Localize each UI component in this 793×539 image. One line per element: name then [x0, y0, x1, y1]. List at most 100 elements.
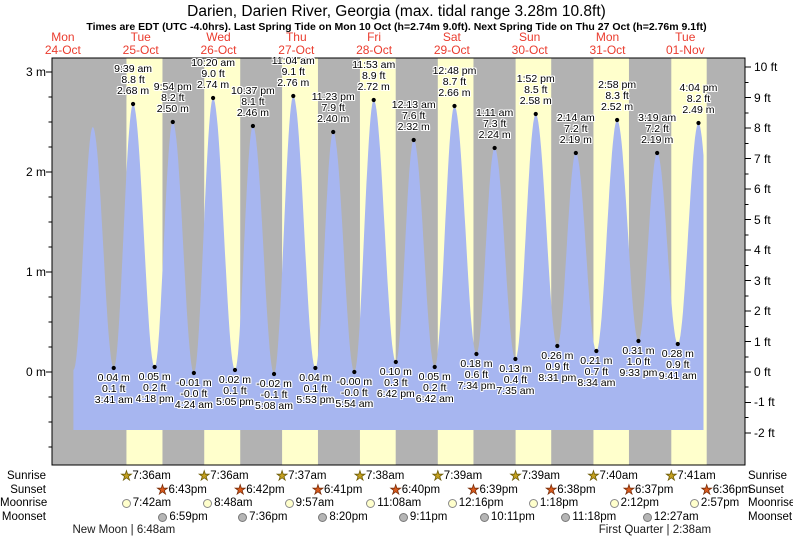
tide-extreme-dot: [594, 348, 599, 354]
tide-label-line: 2.32 m: [397, 121, 430, 133]
astro-event-time: 6:38pm: [557, 483, 596, 496]
astro-event-time: 2:57pm: [700, 497, 740, 509]
moonrise-circle-icon: [366, 499, 376, 508]
tide-label-line: 7:35 am: [496, 385, 535, 397]
astro-event-time: 7:39am: [521, 470, 560, 482]
moonrise-circle-icon: [121, 499, 131, 508]
tide-label-line: 2:58 pm: [598, 79, 637, 91]
tide-extreme-dot: [474, 351, 479, 357]
page-title: Darien, Darien River, Georgia (max. tida…: [187, 3, 606, 20]
moonset-circle-icon: [561, 512, 571, 522]
high-tide-label: 11:23 pm 7.9 ft 2.40 m: [312, 92, 355, 125]
tide-label-line: 7.2 ft: [564, 123, 588, 135]
high-tide-label: 9:54 pm 8.2 ft 2.50 m: [154, 82, 192, 115]
tide-label-line: 0.7 ft: [584, 366, 609, 378]
tide-extreme-dot: [513, 356, 518, 362]
day-of-week: Sun: [519, 30, 541, 44]
sunrise-star-icon: ★: [509, 468, 522, 483]
tide-extreme-dot: [331, 129, 336, 135]
astro-event-time: 7:42am: [132, 497, 172, 509]
ft-axis-label: 2 ft: [754, 304, 771, 319]
tide-label-line: 2.58 m: [519, 95, 552, 107]
tide-extreme-dot: [432, 364, 437, 370]
sunrise-star-icon: ★: [665, 468, 678, 483]
day-of-week: Thu: [285, 30, 307, 44]
tide-label-line: 0.04 m: [97, 372, 130, 384]
day-of-week: Mon: [51, 30, 75, 44]
astro-event-time: 6:37pm: [634, 483, 674, 496]
tide-label-line: 9:33 pm: [619, 367, 658, 379]
tide-extreme-dot: [232, 367, 238, 373]
astro-event-time: 6:41pm: [323, 483, 363, 496]
tide-label-line: 4:04 pm: [679, 82, 718, 94]
tide-extreme-dot: [152, 364, 157, 370]
tide-label-line: 12:13 am: [391, 99, 436, 111]
tide-extreme-dot: [636, 338, 641, 344]
moonrise-circle-icon: [203, 499, 213, 508]
astro-event-time: 9:11pm: [409, 510, 448, 523]
high-tide-label: 12:13 am 7.6 ft 2.32 m: [392, 100, 436, 133]
high-tide-label: 11:53 am 8.9 ft 2.72 m: [352, 60, 395, 93]
tide-extreme-dot: [250, 123, 256, 129]
tide-label-line: 2.19 m: [559, 134, 592, 146]
tide-label-line: 5:08 am: [255, 400, 294, 412]
tide-extreme-dot: [130, 101, 136, 107]
sunset-star-icon: ★: [156, 481, 169, 497]
tide-label-line: -0.00 m: [336, 376, 373, 388]
tide-label-line: 0.9 ft: [666, 359, 690, 371]
sunrise-star-icon: ★: [354, 468, 366, 483]
tide-label-line: 10:20 am: [191, 57, 235, 69]
tide-label-line: 4:24 am: [174, 399, 213, 411]
tide-label-line: -0.01 m: [176, 377, 212, 389]
ft-axis-label: 8 ft: [754, 121, 771, 136]
sunrise-star-icon: ★: [120, 468, 133, 483]
m-axis-label: 3 m: [25, 65, 46, 79]
day-date: 28-Oct: [356, 42, 393, 57]
m-axis-label: 2 m: [25, 165, 46, 179]
tide-label-line: 8.9 ft: [362, 70, 386, 82]
high-tide-label: 1:11 am 7.3 ft 2.24 m: [476, 108, 513, 141]
tide-label-line: 7.2 ft: [645, 123, 669, 135]
tide-extreme-dot: [615, 117, 620, 123]
tide-label-line: 0.04 m: [299, 372, 332, 384]
low-tide-label: 0.04 m 0.1 ft 5:53 pm: [296, 373, 334, 406]
astro-event-time: 7:38am: [365, 470, 405, 482]
high-tide-label: 2:58 pm 8.3 ft 2.52 m: [598, 80, 636, 113]
tide-label-line: -0.0 ft: [340, 387, 368, 399]
day-date: 29-Oct: [433, 42, 470, 57]
low-tide-label: 0.26 m 0.9 ft 8:31 pm: [538, 351, 576, 384]
tide-label-line: 0.28 m: [661, 348, 694, 360]
tide-label-line: 0.1 ft: [102, 383, 126, 395]
tide-label-line: 0.31 m: [622, 345, 655, 357]
high-tide-label: 2:14 am 7.2 ft 2.19 m: [557, 113, 595, 146]
tide-label-line: 0.6 ft: [464, 369, 489, 381]
tide-label-line: 0.26 m: [541, 350, 574, 362]
tide-extreme-dot: [696, 120, 701, 126]
ft-axis-label: -2 ft: [754, 425, 775, 440]
tide-label-line: 0.4 ft: [503, 374, 528, 386]
tide-extreme-dot: [170, 119, 175, 125]
ft-axis-label: 10 ft: [754, 60, 778, 75]
astro-event-time: 7:41am: [677, 470, 716, 482]
tide-label-line: 9:54 pm: [153, 81, 192, 93]
tide-label-line: 0.21 m: [580, 355, 613, 367]
astro-event-time: 7:39am: [443, 470, 483, 482]
moonset-circle-icon: [238, 512, 248, 522]
tide-label-line: 2.46 m: [236, 107, 269, 119]
tide-label-line: 5:53 pm: [296, 394, 335, 406]
tide-label-line: 3:41 am: [94, 394, 133, 406]
day-label: Tue 01-Nov: [666, 31, 705, 56]
tide-label-line: 2.40 m: [317, 113, 350, 125]
day-date: 24-Oct: [44, 42, 81, 57]
day-date: 01-Nov: [665, 42, 705, 57]
tide-label-line: 0.13 m: [499, 363, 532, 375]
high-tide-label: 1:52 pm 8.5 ft 2.58 m: [517, 74, 555, 107]
sunset-star-icon: ★: [623, 481, 635, 497]
astro-event-time: 6:42pm: [246, 483, 285, 496]
tide-extreme-dot: [655, 150, 660, 156]
tide-label-line: 8.5 ft: [524, 84, 548, 96]
tide-label-line: 8:31 pm: [538, 372, 577, 384]
tide-label-line: 0.05 m: [138, 371, 171, 383]
tide-label-line: 7.6 ft: [402, 110, 426, 122]
astro-row-label-right: Sunset: [748, 483, 784, 496]
